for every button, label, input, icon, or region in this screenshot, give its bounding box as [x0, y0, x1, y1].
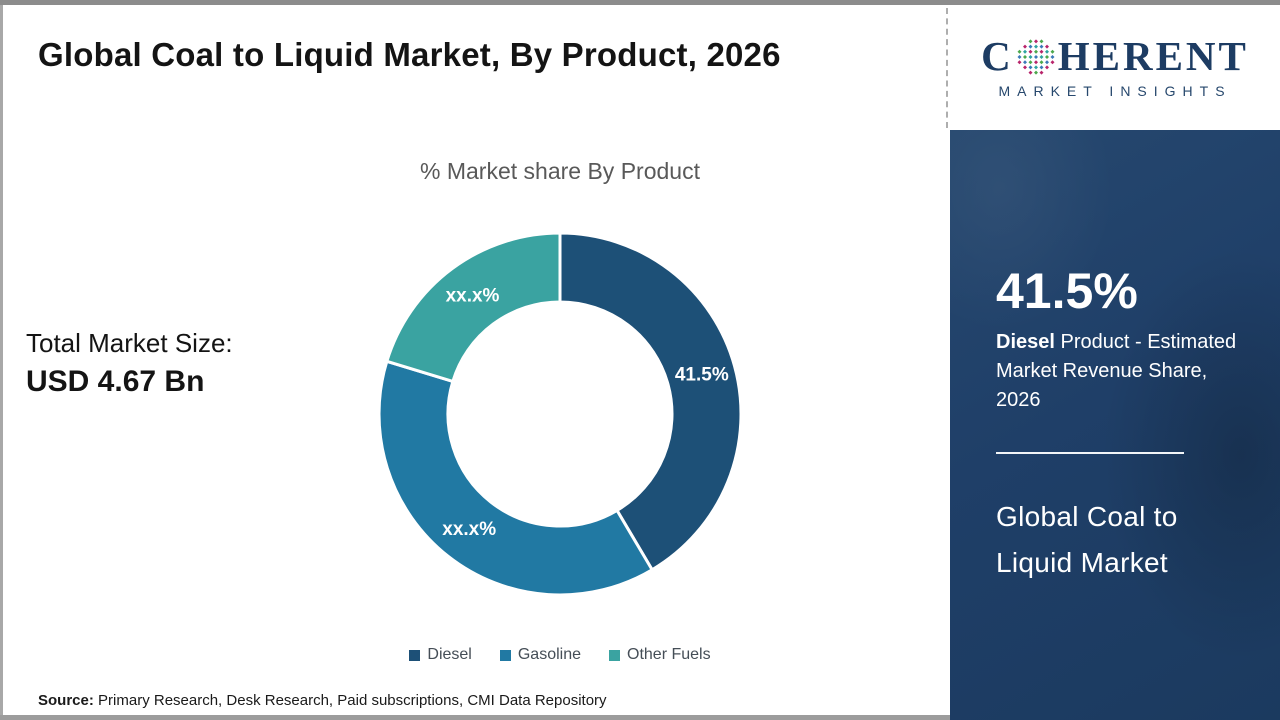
brand-globe-icon	[1017, 38, 1055, 75]
globe-dot	[1028, 38, 1033, 43]
globe-dot	[1022, 44, 1027, 49]
globe-dot	[1028, 64, 1033, 69]
logo-divider-dashed	[946, 8, 948, 128]
globe-dot	[1039, 70, 1044, 75]
globe-dot	[1033, 64, 1038, 69]
donut-chart-svg: 41.5% xx.x% xx.x%	[377, 231, 743, 597]
legend-label-other-fuels: Other Fuels	[627, 646, 711, 663]
source-text: Primary Research, Desk Research, Paid su…	[93, 692, 607, 709]
total-market-label: Total Market Size:	[26, 328, 233, 358]
legend-item-gasoline: Gasoline	[499, 646, 582, 664]
globe-dot	[1033, 70, 1038, 75]
globe-dot	[1022, 59, 1027, 64]
globe-dot	[1033, 59, 1038, 64]
globe-dot	[1044, 64, 1049, 69]
source-line: Source: Primary Research, Desk Research,…	[38, 692, 607, 709]
brand-letters-rest: HERENT	[1057, 33, 1249, 79]
globe-dot	[1033, 38, 1038, 43]
brand-subtitle: MARKET INSIGHTS	[998, 83, 1232, 99]
globe-dot	[1044, 54, 1049, 59]
sidebar-panel-title: Global Coal to Liquid Market	[996, 501, 1178, 578]
sidebar-divider	[996, 452, 1184, 454]
chart-title: % Market share By Product	[420, 158, 700, 184]
left-border-bar	[0, 5, 3, 720]
page-title: Global Coal to Liquid Market, By Product…	[38, 36, 781, 73]
legend-label-gasoline: Gasoline	[517, 646, 582, 663]
globe-dot	[1022, 64, 1027, 69]
total-market-value: USD 4.67 Bn	[26, 365, 205, 398]
globe-dot	[1039, 49, 1044, 54]
globe-dot	[1028, 44, 1033, 49]
sidebar-headline-value: 41.5%	[996, 263, 1138, 319]
globe-dot	[1050, 54, 1055, 59]
top-border-bar	[0, 0, 1280, 5]
bottom-border-bar	[0, 715, 950, 720]
legend-label-diesel: Diesel	[427, 646, 472, 663]
donut-segment-other-fuels	[384, 231, 562, 384]
globe-dot	[1039, 38, 1044, 43]
globe-dot	[1017, 54, 1022, 59]
legend-swatch-gasoline	[499, 649, 511, 661]
globe-dot	[1044, 59, 1049, 64]
globe-dot	[1039, 64, 1044, 69]
sidebar-description: Diesel Product - Estimated Market Revenu…	[996, 328, 1248, 415]
donut-label-diesel: 41.5%	[675, 365, 729, 386]
globe-dot	[1028, 59, 1033, 64]
donut-chart: 41.5% xx.x% xx.x%	[360, 214, 760, 614]
brand-wordmark: C HERENT	[981, 36, 1249, 77]
globe-dot	[1039, 59, 1044, 64]
donut-label-gasoline: xx.x%	[442, 519, 496, 540]
brand-logo: C HERENT MARKET INSIGHTS	[950, 5, 1280, 130]
sidebar-description-rest: Product - Estimated Market Revenue Share…	[996, 331, 1237, 411]
chart-legend: Diesel Gasoline Other Fuels	[310, 646, 810, 664]
globe-dot	[1033, 44, 1038, 49]
globe-dot	[1033, 54, 1038, 59]
donut-segment-diesel	[558, 231, 743, 572]
source-label: Source:	[38, 692, 94, 709]
globe-dot	[1033, 49, 1038, 54]
sidebar-description-bold: Diesel	[996, 331, 1055, 353]
legend-swatch-other-fuels	[609, 649, 621, 661]
globe-dot	[1028, 54, 1033, 59]
globe-dot	[1039, 54, 1044, 59]
brand-letter-c: C	[981, 33, 1014, 79]
legend-item-diesel: Diesel	[409, 646, 472, 664]
globe-dot	[1044, 49, 1049, 54]
globe-dot	[1017, 59, 1022, 64]
donut-label-other-fuels: xx.x%	[446, 285, 500, 306]
globe-dot	[1022, 49, 1027, 54]
total-market-block: Total Market Size: USD 4.67 Bn	[26, 324, 233, 402]
donut-segment-gasoline	[377, 359, 655, 597]
globe-dot	[1039, 44, 1044, 49]
sidebar: 41.5% Diesel Product - Estimated Market …	[950, 130, 1280, 720]
legend-swatch-diesel	[409, 649, 421, 661]
globe-dot	[1022, 54, 1027, 59]
globe-dot	[1028, 70, 1033, 75]
globe-dot	[1050, 59, 1055, 64]
globe-dot	[1050, 49, 1055, 54]
legend-item-other-fuels: Other Fuels	[609, 646, 711, 664]
globe-dot	[1044, 44, 1049, 49]
globe-dot	[1017, 49, 1022, 54]
globe-dot	[1028, 49, 1033, 54]
